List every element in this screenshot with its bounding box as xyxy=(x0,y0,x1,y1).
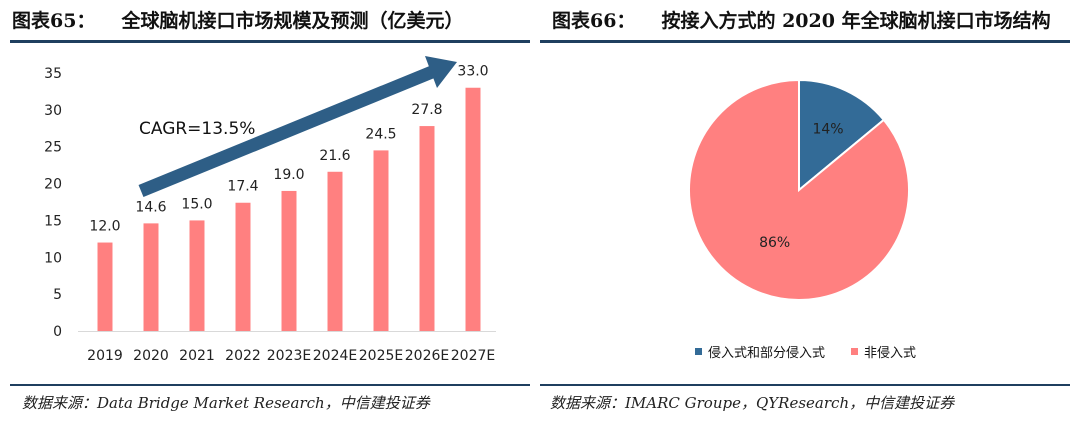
y-tick-label: 10 xyxy=(44,250,62,266)
bar-value-label: 33.0 xyxy=(457,64,488,80)
legend-swatch-invasive xyxy=(695,348,702,355)
x-tick-label: 2019 xyxy=(87,348,123,364)
x-tick-label: 2025E xyxy=(359,348,403,364)
left-bottom-rule xyxy=(10,384,530,386)
x-tick-label: 2023E xyxy=(267,348,311,364)
right-title-rule xyxy=(540,40,1070,43)
bar-value-label: 21.6 xyxy=(319,148,350,164)
left-title-rule xyxy=(10,40,530,43)
y-tick-label: 30 xyxy=(44,103,62,119)
bar-2019 xyxy=(97,242,113,331)
legend-label-invasive: 侵入式和部分侵入式 xyxy=(708,346,826,361)
right-bottom-rule xyxy=(540,384,1070,386)
right-figure-heading: 按接入方式的 2020 年全球脑机接口市场结构 xyxy=(661,10,1051,32)
bar-2021 xyxy=(189,220,205,331)
pie-slice-invasive xyxy=(798,78,886,193)
bar-2020 xyxy=(143,223,159,331)
bar-value-label: 15.0 xyxy=(181,196,212,212)
cagr-arrow-head xyxy=(425,56,457,88)
legend-label-noninvasive: 非侵入式 xyxy=(864,346,917,361)
bar-value-label: 12.0 xyxy=(89,219,120,235)
bar-value-label: 17.4 xyxy=(227,179,258,195)
cagr-label: CAGR=13.5% xyxy=(139,119,255,139)
legend-item-noninvasive: 非侵入式 xyxy=(851,342,916,361)
bar-2027E xyxy=(465,87,481,331)
pie-slice-noninvasive xyxy=(688,78,910,301)
y-tick-label: 15 xyxy=(44,213,62,229)
bar-2023E xyxy=(281,190,297,331)
x-tick-label: 2024E xyxy=(313,348,357,364)
y-tick-label: 35 xyxy=(44,66,62,82)
right-panel: 图表66： 按接入方式的 2020 年全球脑机接口市场结构 14% 86% 侵入式和… xyxy=(540,0,1080,426)
left-panel: 图表65： 全球脑机接口市场规模及预测（亿美元） 0 5 10 15 20 25 30 35 1… xyxy=(0,0,530,426)
right-figure-title: 图表66： 按接入方式的 2020 年全球脑机接口市场结构 xyxy=(552,6,1051,33)
market-size-bar-chart: 0 5 10 15 20 25 30 35 12.0 2019 14.6 2020 15.0 2021 1… xyxy=(44,56,496,364)
bar-2026E xyxy=(419,126,435,332)
x-tick-label: 2020 xyxy=(133,348,169,364)
bar-value-label: 24.5 xyxy=(365,126,396,142)
x-tick-label: 2027E xyxy=(451,348,495,364)
left-figure-heading: 全球脑机接口市场规模及预测（亿美元） xyxy=(121,10,464,32)
x-tick-label: 2026E xyxy=(405,348,449,364)
pie-value-label: 14% xyxy=(812,121,843,137)
bar-2022 xyxy=(235,202,251,331)
bar-value-label: 14.6 xyxy=(135,199,166,215)
bar-2025E xyxy=(373,150,389,331)
bar-value-label: 27.8 xyxy=(411,102,442,118)
y-tick-label: 5 xyxy=(53,287,62,303)
right-figure-label: 图表66： xyxy=(552,10,636,32)
access-method-pie-chart: 14% 86% xyxy=(688,78,910,301)
x-tick-label: 2022 xyxy=(225,348,261,364)
left-figure-label: 图表65： xyxy=(12,10,96,32)
y-tick-label: 20 xyxy=(44,177,62,193)
pie-legend: 侵入式和部分侵入式 非侵入式 xyxy=(695,342,942,361)
bar-2024E xyxy=(327,171,343,331)
legend-swatch-noninvasive xyxy=(851,348,859,355)
cagr-arrow-shaft xyxy=(138,65,435,198)
left-source-note: 数据来源：Data Bridge Market Research，中信建投证券 xyxy=(22,394,430,412)
y-tick-label: 25 xyxy=(44,140,62,156)
left-figure-title: 图表65： 全球脑机接口市场规模及预测（亿美元） xyxy=(12,6,463,33)
right-source-note: 数据来源：IMARC Groupe，QYResearch，中信建投证券 xyxy=(550,394,955,412)
y-tick-label: 0 xyxy=(53,324,62,340)
bar-value-label: 19.0 xyxy=(273,167,304,183)
x-tick-label: 2021 xyxy=(179,348,215,364)
legend-item-invasive: 侵入式和部分侵入式 xyxy=(695,342,825,361)
pie-value-label: 86% xyxy=(759,235,790,251)
